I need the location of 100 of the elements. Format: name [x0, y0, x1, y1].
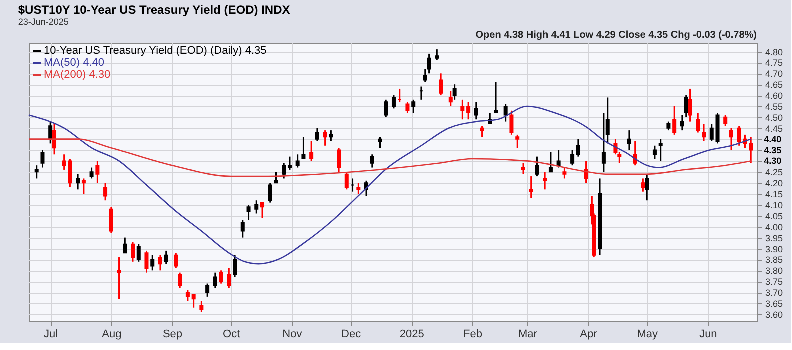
chart-title: $UST10Y 10-Year US Treasury Yield (EOD) INDX [18, 3, 290, 17]
line-series [28, 106, 752, 265]
annotation: 4.40 [764, 134, 782, 144]
candlestick [288, 156, 292, 171]
x-tick-label: Feb [463, 328, 482, 340]
legend-label: MA(200) 4.30 [44, 69, 111, 81]
candlestick [435, 48, 440, 62]
candlestick [96, 160, 100, 184]
candlestick [645, 174, 650, 202]
candlestick [186, 290, 190, 302]
candlestick [406, 101, 410, 114]
candlestick [602, 112, 606, 173]
candlestick [529, 176, 534, 200]
candlestick [510, 110, 514, 136]
x-tick-label: Jul [44, 328, 58, 340]
candlestick [40, 150, 45, 169]
candlestick [652, 145, 657, 160]
candlestick [576, 138, 580, 158]
candlestick [729, 128, 734, 152]
candlestick [556, 150, 561, 169]
candlestick [696, 112, 700, 134]
candlestick [178, 272, 182, 289]
candlestick [521, 162, 526, 176]
y-tick-label: 3.90 [766, 244, 784, 254]
candlestick [392, 94, 396, 110]
candlestick [76, 174, 80, 190]
legend-label: MA(50) 4.40 [44, 57, 105, 69]
annotation: 4.35 [764, 145, 782, 156]
candlestick [310, 140, 314, 162]
candlestick [48, 121, 53, 144]
y-tick-label: 4.70 [766, 69, 784, 80]
candlestick [702, 123, 706, 142]
y-tick-label: 3.85 [766, 255, 784, 266]
x-tick-label: Dec [342, 328, 362, 340]
candlestick [136, 244, 141, 263]
candlestick [344, 171, 349, 190]
x-tick-label: Aug [102, 328, 122, 340]
candlestick [192, 294, 196, 309]
candlestick [109, 206, 114, 234]
y-tick-label: 3.75 [766, 277, 784, 288]
candlestick [315, 128, 320, 142]
candlestick [494, 82, 498, 114]
legend-label: 10-Year US Treasury Yield (EOD) (Daily) 4.35 [44, 45, 267, 57]
y-tick-label: 3.70 [766, 288, 784, 298]
candlestick [246, 204, 251, 222]
candlestick [164, 250, 168, 265]
candlestick [466, 101, 471, 120]
candlestick [570, 150, 575, 166]
y-tick-label: 3.65 [766, 298, 784, 309]
candlestick [90, 167, 94, 180]
candlestick [548, 152, 553, 173]
candlestick [260, 202, 265, 219]
candlestick [641, 178, 646, 193]
y-tick-label: 4.05 [766, 211, 784, 222]
candlestick [282, 162, 286, 180]
x-tick-label: Mar [518, 328, 538, 340]
candlestick [460, 99, 465, 120]
candlestick [123, 237, 128, 254]
candlestick [378, 136, 382, 149]
candlestick [535, 156, 540, 178]
y-tick-label: 4.60 [766, 91, 784, 102]
x-tick-label: Oct [223, 328, 240, 340]
y-tick-label: 4.20 [766, 178, 784, 189]
y-tick-label: 4.25 [766, 168, 784, 178]
candlestick [680, 114, 684, 132]
x-tick-label: Jun [700, 328, 718, 340]
candlestick [516, 134, 520, 149]
text: Open 4.38 High 4.41 Low 4.29 Close 4.35 Chg -0.03 (-0.78%) [476, 30, 757, 41]
y-tick-label: 4.75 [766, 58, 784, 68]
candlestick [117, 256, 122, 300]
candlestick [174, 252, 178, 270]
candlestick [268, 182, 272, 204]
candlestick [274, 171, 278, 184]
candlestick [296, 154, 300, 169]
chart-subtitle: 23-Jun-2025 [18, 17, 69, 27]
candlestick [672, 106, 677, 136]
candlestick [627, 130, 632, 152]
candlestick [150, 254, 155, 272]
candlestick [562, 167, 567, 180]
candlestick [543, 171, 548, 190]
candlestick [688, 88, 692, 123]
y-tick-label: 4.45 [766, 124, 784, 134]
candlestick [158, 254, 162, 272]
candlestick [356, 182, 361, 195]
candlestick [384, 99, 388, 118]
x-tick-label: 2025 [400, 328, 424, 340]
y-tick-label: 4.50 [766, 112, 784, 123]
candlestick [412, 99, 416, 114]
candlestick [219, 270, 224, 285]
candlestick [144, 250, 149, 274]
candlestick [724, 114, 728, 127]
candlestick [240, 220, 245, 239]
y-tick-label: 4.80 [766, 47, 784, 58]
y-tick-label: 4.10 [766, 200, 784, 210]
candlestick [200, 300, 204, 313]
y-tick-label: 4.65 [766, 80, 784, 90]
x-tick-label: May [637, 328, 659, 340]
x-tick-label: Sep [162, 328, 183, 340]
candlestick [52, 123, 57, 156]
candlestick [504, 104, 508, 123]
